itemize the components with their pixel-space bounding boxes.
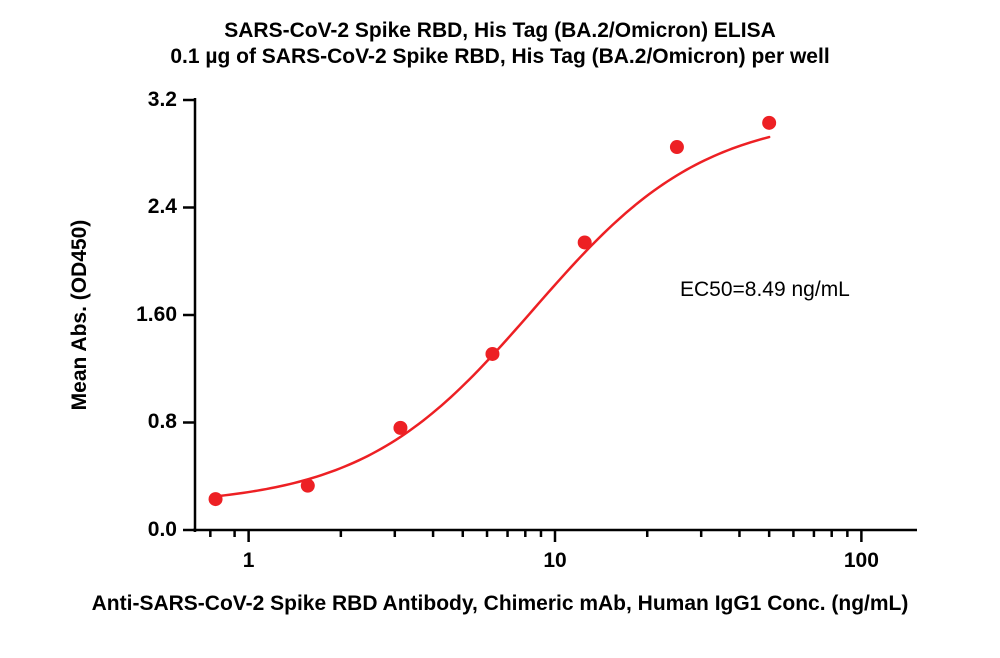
chart-container: SARS-CoV-2 Spike RBD, His Tag (BA.2/Omic… [0,0,1000,658]
y-tick-label: 3.2 [148,89,177,110]
ec50-annotation: EC50=8.49 ng/mL [680,278,850,302]
y-tick-label: 0.0 [148,519,177,540]
y-tick-label: 0.8 [148,411,177,432]
y-tick-label: 1.60 [136,304,177,325]
x-tick-label: 10 [525,550,585,571]
y-tick-label: 2.4 [148,196,177,217]
x-tick-label: 100 [831,550,891,571]
x-tick-label: 1 [219,550,279,571]
